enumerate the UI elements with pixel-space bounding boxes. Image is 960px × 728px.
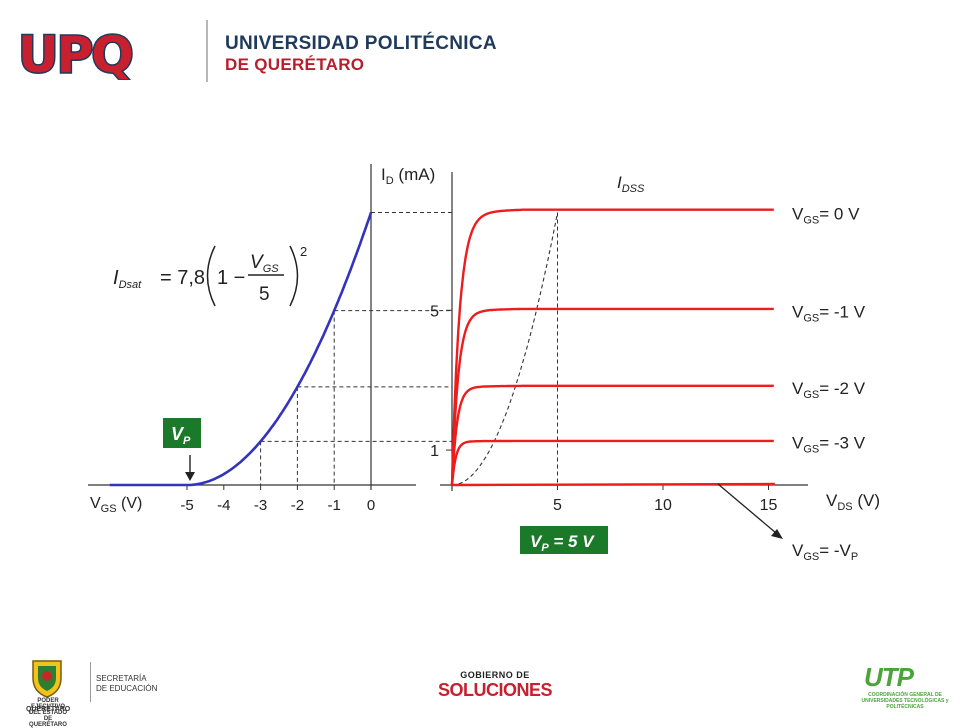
secretaria-line1: SECRETARÍA [96,674,147,683]
output-curve-label: VGS= -2 V [792,379,866,401]
idss-label: IDSS [617,173,645,195]
right-x-tick-label: 10 [654,497,672,514]
formula-numerator: VGS [250,252,279,275]
vgs-minus-vp-arrow-head [771,529,783,539]
vgs-minus-vp-arrow-line [717,483,777,534]
shield-caption: PODER EJECUTIVO DEL ESTADO DE QUERÉTARO [28,698,68,728]
vp-label-box [163,418,201,448]
gobierno-line2: SOLUCIONES [437,680,553,700]
secretaria-line2: DE EDUCACIÓN [96,684,158,693]
gobierno-line1: GOBIERNO DE [460,670,530,680]
university-name-line1: UNIVERSIDAD POLITÉCNICA [225,33,497,54]
right-x-tick-label: 15 [760,497,778,514]
upq-logo: UPQ [17,25,136,81]
formula-equals: = 7,8 [160,267,205,289]
left-x-axis-label: VGS (V) [90,495,142,515]
formula-power: 2 [300,244,307,259]
vp-equals-5v-box [520,526,608,554]
right-x-tick-label: 5 [553,497,562,514]
secretaria-educacion-logo: PODER EJECUTIVO DEL ESTADO DE QUERÉTARO … [26,658,186,728]
output-curve [450,384,774,486]
left-x-tick-label: 0 [367,497,375,514]
right-y-tick-label: 5 [430,303,439,320]
left-x-tick-label: -4 [217,497,230,514]
upq-logo-text: UPQ [18,26,132,80]
formula-one-minus: 1 − [217,267,245,289]
right-y-tick-label: 1 [430,443,439,460]
utp-caption: COORDINACIÓN GENERAL DE UNIVERSIDADES TE… [861,692,949,710]
formula-denominator: 5 [259,284,270,305]
output-curve-label: VGS= -1 V [792,303,866,325]
footer-divider [90,662,91,702]
left-x-tick-label: -5 [180,497,193,514]
university-name-line2: DE QUERÉTARO [225,55,365,74]
utp-logo-text: UTP [864,662,914,692]
formula-left-paren [206,245,216,307]
vp-label-text: VP [171,424,191,447]
right-x-axis-label: VDS (V) [826,491,880,513]
transfer-curve [109,212,373,487]
header: UPQ UNIVERSIDAD POLITÉCNICA DE QUERÉTARO [0,0,960,100]
output-curve-label: VGS= 0 V [792,204,860,226]
output-curve-label: VGS= -3 V [792,433,866,455]
left-x-tick-label: -3 [254,497,267,514]
output-curve [450,439,774,486]
gobierno-de-soluciones-logo: GOBIERNO DE SOLUCIONES [430,670,560,706]
vp-arrow-head [185,472,195,481]
output-curve-label: VGS= -VP [792,541,858,563]
utp-logo: UTP COORDINACIÓN GENERAL DE UNIVERSIDADE… [860,662,950,714]
formula-right-paren [289,245,299,307]
shield-name: QUERÉTARO [26,706,71,713]
formula-lhs: IDsat [113,267,142,291]
transfer-characteristic-plot: -5 -4 -3 -2 -1 0 VGS (V) VP IDsat = 7,8 1 −VGS 5 2 [88,164,452,515]
vp-equals-5v-text: VP = 5 V [530,532,595,554]
right-y-axis-label: ID (mA) [381,165,435,187]
header-divider [206,20,208,82]
left-x-tick-label: -2 [291,497,304,514]
left-x-tick-label: -1 [328,497,341,514]
pinchoff-locus [451,212,559,486]
shield-icon [32,660,62,698]
output-curve [451,482,775,487]
output-curve [450,208,774,486]
output-curve [450,307,774,486]
